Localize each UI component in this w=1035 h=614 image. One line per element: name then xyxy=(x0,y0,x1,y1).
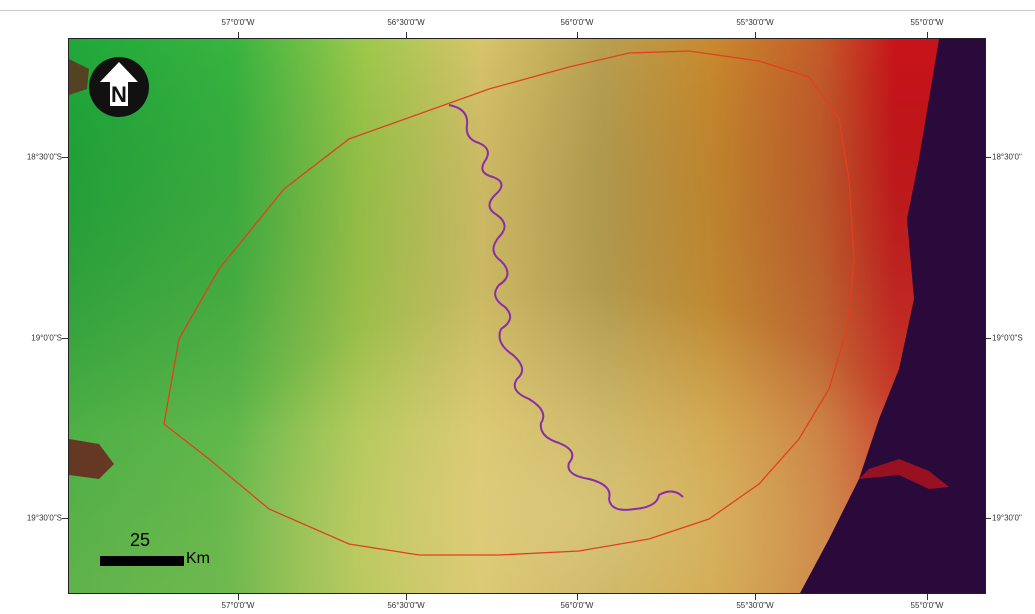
tick-mark xyxy=(755,594,756,600)
tick-mark xyxy=(927,594,928,600)
lon-label-top: 55°30'0"W xyxy=(736,18,774,27)
lat-label-right: 18°30'0" xyxy=(992,152,1022,162)
lat-label-right: 19°0'0"S xyxy=(992,333,1023,343)
tick-mark xyxy=(986,518,991,519)
scale-unit: Km xyxy=(186,550,210,567)
tick-mark xyxy=(62,518,68,519)
lon-label-top: 56°30'0"W xyxy=(387,18,425,27)
lon-label-bottom: 56°30'0"W xyxy=(387,601,425,610)
lon-label-bottom: 57°0'0"W xyxy=(221,601,255,610)
tick-mark xyxy=(577,32,578,38)
lat-label-left: 19°30'0"S xyxy=(26,513,62,523)
lat-label-left: 18°30'0"S xyxy=(26,152,62,162)
scale-bar: 25 Km xyxy=(100,530,220,570)
top-rule xyxy=(0,10,1035,11)
lon-label-top: 56°0'0"W xyxy=(560,18,594,27)
tick-mark xyxy=(238,594,239,600)
north-arrow-icon: N xyxy=(88,56,150,118)
lon-label-bottom: 55°0'0"W xyxy=(910,601,944,610)
tick-mark xyxy=(238,32,239,38)
scale-distance: 25 xyxy=(130,530,151,550)
tick-mark xyxy=(577,594,578,600)
lon-label-top: 57°0'0"W xyxy=(221,18,255,27)
svg-text:N: N xyxy=(111,82,127,107)
elevation-raster xyxy=(69,39,985,593)
river-line xyxy=(448,104,684,511)
deep-region xyxy=(800,39,985,593)
tick-mark xyxy=(406,32,407,38)
tick-mark xyxy=(406,594,407,600)
lat-label-right: 19°30'0" xyxy=(992,513,1022,523)
tick-mark xyxy=(62,157,68,158)
lon-label-bottom: 56°0'0"W xyxy=(560,601,594,610)
scale-bar-graphic xyxy=(100,556,184,566)
tick-mark xyxy=(986,157,991,158)
lat-label-left: 19°0'0"S xyxy=(31,333,62,343)
lon-label-bottom: 55°30'0"W xyxy=(736,601,774,610)
lon-label-top: 55°0'0"W xyxy=(910,18,944,27)
tick-mark xyxy=(62,338,68,339)
tick-mark xyxy=(755,32,756,38)
tick-mark xyxy=(927,32,928,38)
tick-mark xyxy=(986,338,991,339)
study-area-boundary xyxy=(163,50,855,556)
elevation-map[interactable] xyxy=(68,38,986,594)
